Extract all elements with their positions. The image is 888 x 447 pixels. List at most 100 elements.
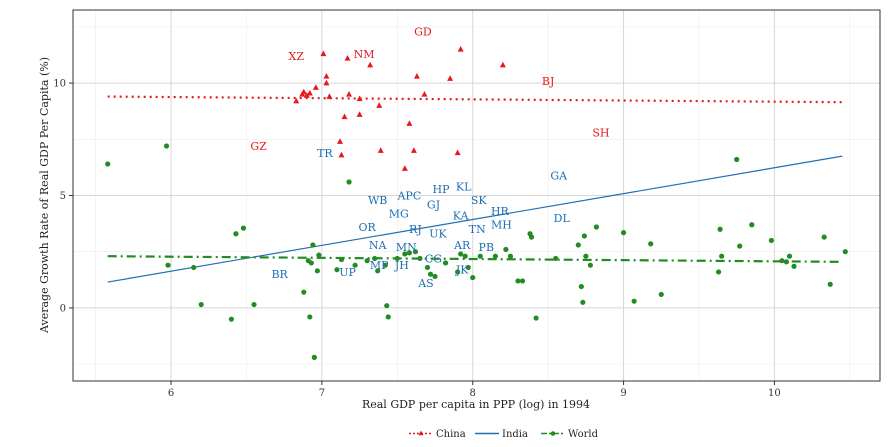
china-point [341, 113, 348, 120]
world-point [385, 314, 391, 320]
india-point-label: MH [491, 219, 512, 232]
world-point [580, 299, 586, 305]
india-point-label: APC [396, 190, 421, 203]
world-point [307, 314, 313, 320]
india-point-label: GJ [427, 198, 440, 211]
world-point [578, 283, 584, 290]
china-point [499, 61, 506, 68]
india-point-label: KA [453, 210, 470, 223]
world-point [364, 258, 370, 264]
world-point [406, 250, 412, 256]
world-point [783, 259, 790, 265]
world-point [528, 234, 535, 240]
china-point [367, 61, 374, 68]
china-point [312, 84, 319, 90]
world-point [553, 255, 559, 262]
india-point-label: TR [317, 147, 333, 160]
world-point [737, 243, 743, 249]
china-point-label: NM [354, 48, 375, 61]
china-point [376, 102, 383, 108]
x-tick-label: 10 [768, 388, 781, 399]
india-point-label: WB [368, 194, 387, 207]
world-point [308, 260, 314, 266]
china-point [401, 165, 408, 171]
china-trend-line [107, 95, 843, 104]
world-point [583, 253, 589, 259]
y-axis-title: Average Growth Rate of Real GDP Per Capi… [38, 57, 51, 334]
world-point [507, 253, 514, 259]
india-point-label: BR [271, 268, 288, 281]
india-point-label: GA [550, 169, 568, 182]
china-point [338, 151, 345, 158]
china-point [336, 138, 343, 144]
x-tick-label: 6 [168, 388, 174, 399]
india-point-label: HP [433, 183, 451, 196]
world-point [105, 161, 111, 167]
world-point [198, 301, 204, 308]
india-point-label: MP [370, 259, 389, 272]
grid-lines [73, 10, 880, 381]
india-trend-line [107, 155, 843, 283]
india-point-label: SK [471, 194, 488, 207]
y-tick-label: 0 [60, 303, 66, 314]
china-point [323, 73, 330, 79]
india-point-label: TN [469, 223, 486, 236]
y-axis-ticks: 0 5 10 [53, 79, 73, 314]
world-point [658, 291, 664, 298]
china-point [413, 73, 420, 79]
world-point [716, 269, 722, 275]
world-point [424, 264, 431, 271]
china-point-label: GZ [250, 140, 267, 153]
india-point-label: KL [456, 181, 472, 194]
world-point [648, 241, 654, 247]
world-point [372, 255, 378, 262]
india-point-label: JH [394, 259, 409, 272]
trend-lines [107, 95, 843, 283]
world-point [314, 268, 320, 274]
world-point [779, 258, 785, 264]
world-point [581, 233, 587, 239]
world-point [477, 253, 483, 259]
world-point [384, 303, 390, 309]
x-axis-title: Real GDP per capita in PPP (log) in 1994 [362, 398, 590, 411]
china-point [346, 91, 353, 97]
china-point-label: BJ [542, 75, 555, 88]
china-point [356, 111, 363, 117]
china-point-label: XZ [289, 50, 305, 63]
world-point [310, 242, 316, 248]
china-point [344, 55, 351, 61]
india-point-label: MG [389, 207, 409, 220]
china-point [377, 147, 384, 153]
china-point [457, 46, 464, 52]
world-point [515, 278, 521, 284]
world-point [465, 264, 471, 271]
china-point [356, 95, 363, 102]
china-point [303, 92, 310, 98]
legend-label-china: China [436, 429, 466, 440]
x-axis-ticks: 6 7 8 9 10 [168, 381, 781, 399]
legend-label-world: World [568, 429, 599, 440]
world-point [402, 251, 408, 257]
world-point [316, 252, 322, 258]
world-point [375, 268, 381, 274]
legend-label-india: India [502, 429, 528, 440]
china-point-label: GD [414, 25, 432, 38]
world-point [827, 281, 833, 287]
world-point [519, 278, 526, 284]
world-point [352, 262, 358, 268]
legend-marker-world [550, 431, 556, 436]
world-point [417, 255, 423, 262]
world-point [462, 253, 468, 259]
world-point [442, 260, 449, 266]
world-point [503, 246, 509, 253]
world-point [412, 249, 419, 255]
world-point [228, 316, 234, 322]
india-point-label: MN [396, 241, 417, 254]
world-point [427, 271, 434, 277]
world-trend-line [107, 255, 843, 263]
world-point [394, 255, 400, 262]
world-point [719, 253, 725, 259]
world-point [533, 315, 539, 321]
world-point [768, 237, 774, 244]
